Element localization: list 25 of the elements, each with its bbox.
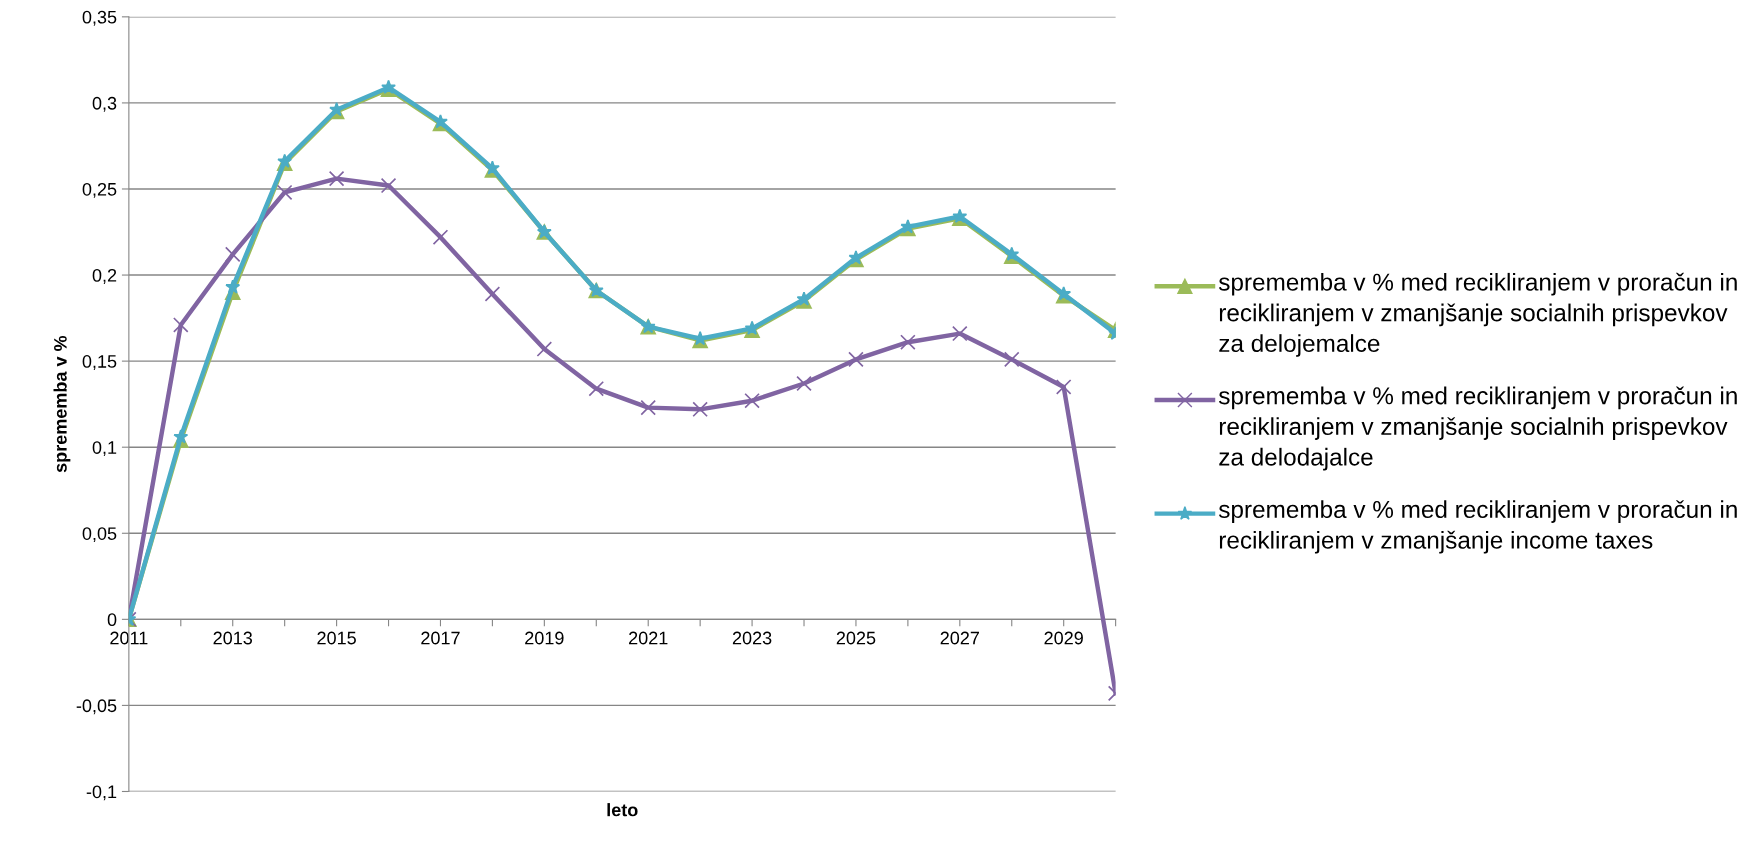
y-tick-label: 0,35 — [82, 10, 117, 26]
y-tick-label: -0,05 — [76, 699, 117, 715]
y-tick-label: 0,3 — [92, 96, 117, 112]
x-tick-label: 2015 — [317, 631, 356, 645]
y-tick-label: 0 — [107, 613, 117, 627]
x-tick-label: 2029 — [1044, 631, 1083, 645]
legend-label: sprememba v % med recikliranjem v proračun in recikliranjem v zmanjšanje socialnih prispevkov za delojemalce — [1218, 272, 1737, 357]
legend-label: sprememba v % med recikliranjem v proračun in recikliranjem v zmanjšanje income taxes — [1218, 500, 1737, 554]
legend-label: sprememba v % med recikliranjem v proračun in recikliranjem v zmanjšanje socialnih prispevkov za delodajalce — [1218, 386, 1737, 471]
x-tick-label: 2019 — [525, 631, 564, 645]
x-axis-title: leto — [607, 803, 638, 817]
x-tick-label: 2017 — [421, 631, 460, 645]
x-tick-label: 2021 — [629, 631, 668, 645]
y-axis-title: sprememba v % — [53, 335, 71, 473]
y-tick-label: 0,25 — [82, 182, 117, 198]
y-tick-label: 0,2 — [92, 268, 117, 284]
y-tick-label: 0,1 — [92, 441, 117, 457]
x-tick-label: 2023 — [732, 631, 772, 645]
x-tick-label: 2027 — [940, 631, 979, 645]
y-tick-label: 0,05 — [82, 527, 117, 543]
y-tick-label: -0,1 — [86, 785, 117, 801]
x-tick-label: 2025 — [836, 631, 876, 645]
x-tick-label: 2011 — [110, 631, 148, 645]
x-tick-label: 2013 — [213, 631, 253, 645]
y-tick-label: 0,15 — [82, 355, 117, 370]
